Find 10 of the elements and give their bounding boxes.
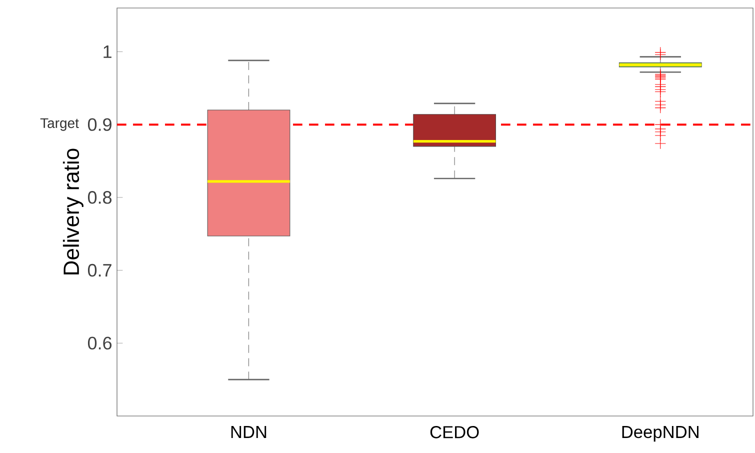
y-tick-label: 0.6 <box>88 336 112 350</box>
ref-line-label: Target <box>40 118 79 131</box>
x-tick-label: DeepNDN <box>622 426 698 442</box>
x-tick-label: CEDO <box>430 426 479 438</box>
y-tick-label: 0.7 <box>88 264 112 277</box>
x-tick-label: NDN <box>231 426 266 438</box>
y-tick-label: 1 <box>104 46 112 58</box>
y-axis-title: Delivery ratio <box>62 148 84 274</box>
y-tick-label: 0.9 <box>88 118 112 131</box>
y-tick-label: 0.8 <box>88 191 112 204</box>
